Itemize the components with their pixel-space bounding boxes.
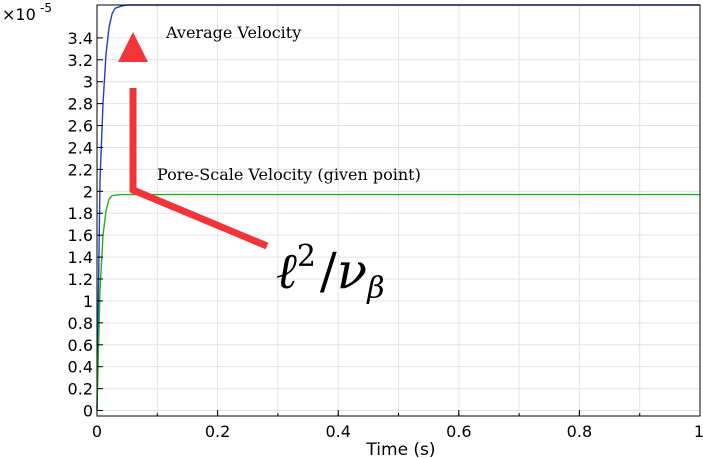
y-tick-label: 1.4 [68,248,93,267]
formula-ell: ℓ [276,242,297,300]
red-arrow-head [118,32,148,62]
y-tick-label: 3.2 [68,51,93,70]
average-velocity-label: Average Velocity [165,23,301,42]
formula-subscript: β [366,271,384,306]
y-exponent-power: -5 [40,1,52,15]
x-tick-label: 0.2 [205,422,230,441]
y-tick-label: 0.4 [68,358,93,377]
y-tick-label: 0 [83,402,93,421]
series-line-2 [96,193,700,411]
y-tick-label: 2.4 [68,138,93,157]
formula-nu: ν [337,242,367,300]
y-tick-label: 1.2 [68,270,93,289]
x-axis-title: Time (s) [365,440,435,458]
red-arrow-line [129,88,269,250]
x-tick-label: 0 [92,422,102,441]
y-tick-label: 1.6 [68,226,93,245]
grid-lines [96,5,701,416]
pore-scale-velocity-label: Pore-Scale Velocity (given point) [157,165,421,184]
formula-slash: / [320,242,337,300]
y-tick-label: 0.8 [68,314,93,333]
y-tick-label: 1.8 [68,204,93,223]
y-tick-label: 0.6 [68,336,93,355]
y-tick-label: 2 [83,182,93,201]
formula-label: ℓ2/νβ [276,239,385,306]
x-tick-label: 1 [694,422,703,441]
y-tick-label: 0.2 [68,380,93,399]
axis-ticks: 0 0.2 0.4 0.6 0.8 1 0 0.2 0.4 0.6 0.8 1 1.2 1.4 1.6 1.8… [68,29,703,441]
y-exponent-label: ×10 [2,5,36,24]
x-tick-label: 0.8 [567,422,592,441]
y-tick-label: 3 [83,73,93,92]
x-tick-label: 0.4 [325,422,350,441]
y-tick-label: 2.8 [68,95,93,114]
x-tick-label: 0.6 [446,422,471,441]
formula-superscript: 2 [297,239,316,274]
y-tick-label: 2.2 [68,160,93,179]
y-tick-label: 2.6 [68,117,93,136]
y-tick-label: 3.4 [68,29,93,48]
y-tick-label: 1 [83,292,93,311]
red-arrow [118,32,269,250]
